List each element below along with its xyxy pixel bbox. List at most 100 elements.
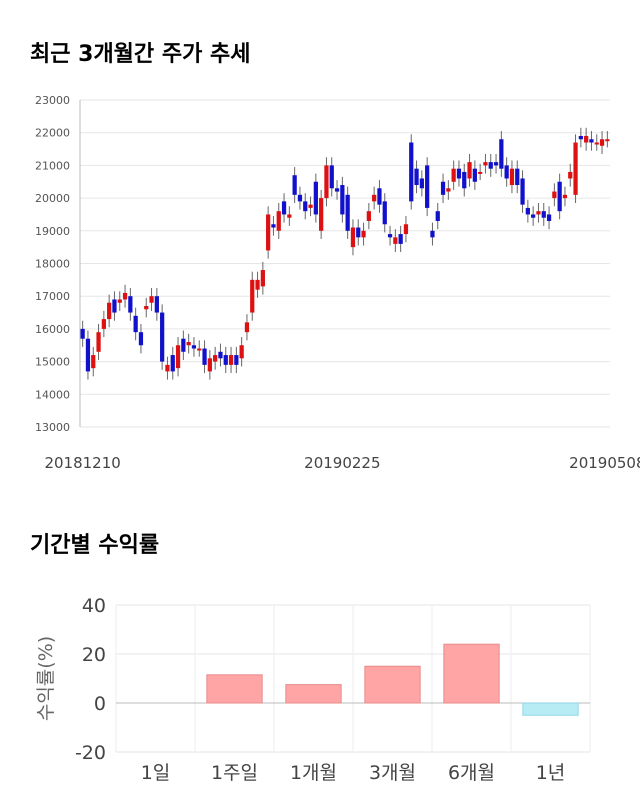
y-tick-label: 20 [82, 644, 106, 666]
candle-body [414, 168, 419, 186]
candle-body [324, 165, 329, 199]
candle-body [594, 142, 599, 145]
x-tick-label: 3개월 [369, 762, 416, 784]
y-tick-label: 21000 [35, 159, 70, 172]
candle-body [361, 230, 366, 238]
candle-body [403, 224, 409, 235]
candle-body [472, 168, 477, 182]
candle-body [213, 355, 218, 362]
candle-body [287, 214, 292, 218]
candle-body [266, 214, 271, 251]
candle-body [101, 319, 106, 329]
candle-body [520, 178, 525, 205]
candle-body [467, 162, 472, 179]
candle-body [197, 348, 202, 351]
candle-body [297, 194, 303, 202]
candle-body [493, 162, 499, 166]
y-tick-label: 23000 [35, 94, 70, 107]
candle-body [112, 299, 117, 313]
returns-bar-chart: -20 0 20 40 수익률(%) 1일 1주일 1개월 3개월 6개월 1년 [35, 595, 591, 784]
y-tick-label: 18000 [35, 258, 70, 271]
candle-body [546, 214, 552, 221]
candle-body [525, 207, 530, 215]
candle-body [308, 204, 313, 208]
candle-body [419, 178, 424, 189]
candle-body [573, 142, 578, 195]
candle-body [234, 355, 239, 365]
candle-body [191, 345, 197, 349]
candle-body [536, 211, 541, 215]
candle-body [345, 194, 350, 231]
candle-body [356, 227, 361, 238]
candle-body [96, 332, 101, 352]
candle-body [276, 211, 281, 231]
candle-body [144, 306, 149, 310]
candle-body [584, 135, 589, 143]
return-bar [206, 674, 263, 704]
y-tick-label: 19000 [35, 225, 70, 238]
candle-body [260, 270, 265, 287]
candle-body [435, 211, 440, 221]
candle-body [499, 139, 504, 169]
return-bar [522, 702, 579, 716]
y-axis-label: 수익률(%) [35, 636, 57, 721]
candle-body [122, 292, 128, 300]
candle-body [154, 296, 159, 313]
y-tick-label: 22000 [35, 127, 70, 140]
candle-body [387, 234, 393, 238]
returns-chart-title: 기간별 수익률 [30, 533, 160, 558]
candle-body [149, 296, 154, 303]
candle-body [393, 237, 398, 244]
candle-body [377, 188, 382, 205]
candle-body [207, 358, 212, 372]
candle-body [292, 175, 297, 195]
candle-body [181, 338, 186, 352]
candle-body [440, 181, 446, 195]
candle-body [244, 322, 250, 333]
price-candlestick-chart: 13000 14000 15000 16000 17000 18000 19000 20000… [35, 94, 640, 472]
candle-body [456, 168, 462, 179]
candle-body [366, 211, 371, 221]
y-tick-label: 0 [94, 693, 106, 715]
candle-body [483, 162, 488, 166]
candle-body [303, 201, 308, 212]
candle-body [409, 142, 414, 202]
candle-body [509, 168, 515, 186]
y-tick-label: 17000 [35, 290, 70, 303]
candle-body [329, 165, 334, 189]
y-tick-label: 13000 [35, 421, 70, 434]
candle-body [334, 188, 340, 192]
candle-body [398, 234, 403, 244]
return-bar [364, 665, 421, 704]
candle-body [250, 279, 255, 313]
candle-body [202, 348, 207, 365]
candle-body [271, 224, 276, 228]
candle-body [186, 341, 191, 346]
candle-body [557, 181, 562, 212]
candle-body [117, 299, 122, 303]
candle-body [552, 191, 557, 199]
candle-body [128, 296, 133, 313]
return-bar [443, 643, 500, 704]
candle-body [107, 302, 112, 320]
y-tick-label: 40 [82, 595, 106, 617]
candle-body [578, 135, 583, 140]
candle-body [133, 315, 138, 333]
candle-body [228, 355, 234, 365]
candle-body [446, 188, 451, 192]
candle-body [451, 168, 456, 182]
candle-body [515, 168, 520, 186]
candle-body [488, 162, 493, 169]
y-tick-label: -20 [75, 742, 106, 764]
return-bar [285, 684, 342, 704]
candle-body [170, 355, 175, 372]
y-tick-label: 20000 [35, 192, 70, 205]
candle-body [340, 185, 345, 215]
x-tick-label: 1년 [536, 762, 566, 784]
x-tick-label: 1일 [141, 762, 171, 784]
candle-body [281, 201, 287, 215]
candle-body [239, 345, 244, 359]
candle-body [218, 351, 223, 359]
y-tick-label: 16000 [35, 323, 70, 336]
price-chart-title: 최근 3개월간 주가 추세 [30, 42, 251, 67]
